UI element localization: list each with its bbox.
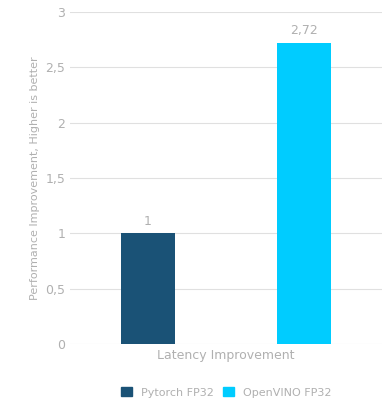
Y-axis label: Performance Improvement, Higher is better: Performance Improvement, Higher is bette…	[30, 56, 40, 300]
Text: 2,72: 2,72	[290, 24, 318, 38]
Legend: Pytorch FP32, OpenVINO FP32: Pytorch FP32, OpenVINO FP32	[116, 383, 336, 400]
Bar	[277, 43, 331, 344]
Bar	[121, 233, 175, 344]
Text: 1: 1	[144, 215, 152, 228]
